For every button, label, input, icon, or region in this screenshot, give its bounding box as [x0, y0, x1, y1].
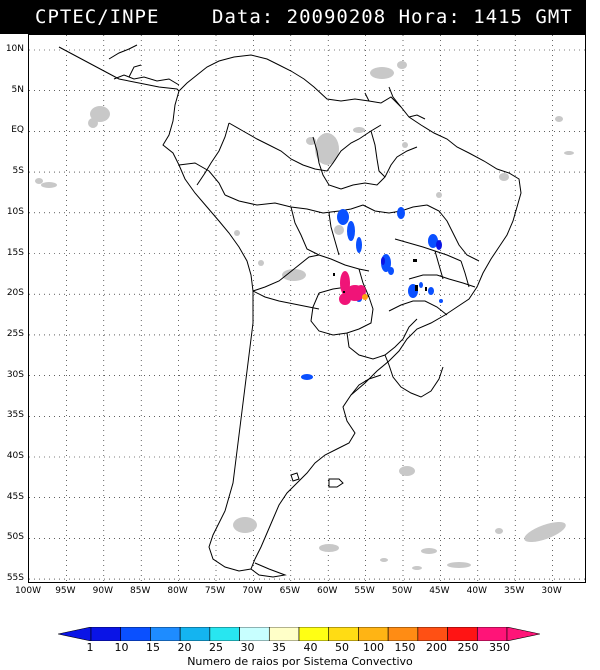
- colorbar-high-arrow: [506, 627, 540, 641]
- lon-label: 80W: [167, 586, 188, 596]
- colorbar-low-arrow: [58, 627, 92, 641]
- map-header: CPTEC/INPE Data: 20090208 Hora: 1415 GMT: [0, 0, 586, 34]
- colorbar-segment: [179, 627, 211, 641]
- colorbar-segment: [268, 627, 300, 641]
- lon-label: 75W: [204, 586, 226, 596]
- lon-label: 50W: [391, 586, 413, 596]
- legend-value: 25: [209, 641, 223, 654]
- legend-values: 1 10 15 20 25 30 35 40 50 100 150 200 250 350: [86, 641, 520, 655]
- longitude-axis: 100W 95W 90W 85W 80W 75W 70W 65W 60W 55W 50W 45W 40W…: [15, 584, 588, 598]
- lightning-very-low-intensity: [381, 240, 442, 265]
- legend-value: 30: [240, 641, 255, 654]
- legend-value: 40: [303, 641, 318, 654]
- lat-label: 45S: [6, 491, 24, 502]
- lon-label: 65W: [279, 586, 300, 596]
- lon-label: 55W: [354, 586, 375, 596]
- colorbar-segment: [120, 627, 151, 641]
- lat-label: 20S: [6, 288, 24, 299]
- legend-value: 250: [457, 641, 479, 654]
- legend-value: 15: [146, 641, 160, 654]
- lat-label: 5N: [11, 84, 24, 95]
- lat-label: 40S: [6, 451, 24, 461]
- lightning-low-intensity: [301, 207, 443, 380]
- lon-label: 60W: [317, 586, 338, 596]
- lon-label: 35W: [504, 586, 525, 596]
- lon-label: 95W: [55, 586, 76, 596]
- lightning-map: [28, 34, 586, 583]
- legend-value: 100: [363, 641, 384, 654]
- lon-label: 70W: [242, 586, 263, 596]
- legend-value: 150: [394, 641, 416, 654]
- lightning-medium-intensity: [362, 294, 368, 300]
- lon-label: 85W: [130, 586, 151, 596]
- country-borders: [58, 44, 522, 578]
- legend-value: 20: [177, 641, 192, 654]
- lat-label: 5S: [12, 166, 24, 177]
- lat-label: 10N: [5, 44, 24, 54]
- colorbar-segment: [209, 627, 240, 641]
- legend-value: 1: [86, 641, 94, 654]
- legend-value: 50: [335, 641, 349, 654]
- legend-value: 10: [114, 641, 129, 654]
- lat-label: 55S: [6, 573, 24, 584]
- source-label: CPTEC/INPE: [35, 6, 160, 28]
- lon-label: 40W: [466, 586, 487, 596]
- legend-caption: Numero de raios por Sistema Convectivo: [187, 655, 413, 668]
- colorbar-segment: [476, 627, 508, 641]
- lat-label: 25S: [6, 328, 24, 339]
- lat-label: 30S: [6, 369, 24, 380]
- lat-label: 10S: [6, 206, 24, 217]
- colorbar-segment: [447, 627, 478, 641]
- lat-label: 35S: [6, 410, 24, 421]
- legend-value: 350: [489, 641, 510, 654]
- convective-systems-no-lightning: [35, 61, 574, 570]
- graticule: [29, 35, 585, 582]
- colorbar-segment: [387, 627, 419, 641]
- lat-label: 15S: [6, 247, 24, 258]
- colorbar-segment: [328, 627, 359, 641]
- colorbar-segment: [90, 627, 122, 641]
- lon-label: 30W: [541, 586, 562, 596]
- legend-value: 35: [272, 641, 286, 654]
- latitude-axis: 10N 5N EQ 5S 10S 15S 20S 25S 30S 35S 40S 45S 50S 55S: [0, 34, 28, 583]
- lon-label: 100W: [14, 586, 42, 596]
- colorbar-segment: [150, 627, 181, 641]
- colorbar-segment: [358, 627, 389, 641]
- lat-label: 50S: [6, 532, 24, 543]
- lon-label: 45W: [429, 586, 450, 596]
- lon-label: 90W: [92, 586, 113, 596]
- legend-value: 200: [426, 641, 447, 654]
- legend-colorbar: [58, 627, 540, 641]
- colorbar-segment: [239, 627, 270, 641]
- colorbar-segment: [417, 627, 448, 641]
- lightning-high-intensity: [339, 271, 366, 305]
- lightning-systems: [301, 207, 443, 380]
- storm-markers: [333, 259, 427, 293]
- colorbar-segment: [298, 627, 330, 641]
- lat-label: EQ: [11, 125, 24, 136]
- date-time-label: Data: 20090208 Hora: 1415 GMT: [212, 6, 573, 28]
- map-canvas: [29, 35, 585, 582]
